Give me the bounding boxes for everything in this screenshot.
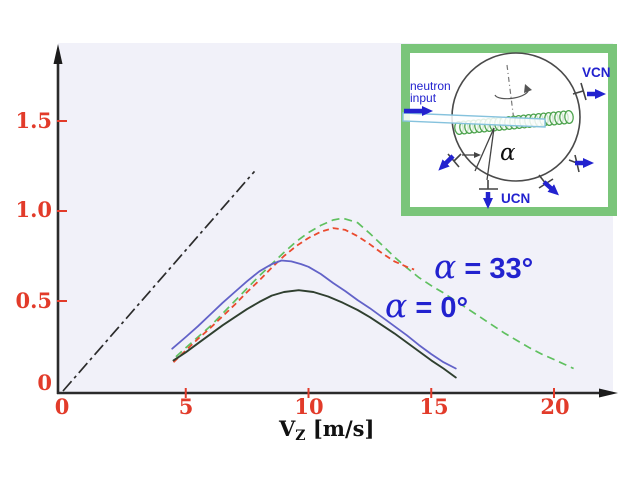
apparatus-inset-diagram xyxy=(401,44,617,216)
alpha-symbol: α xyxy=(385,286,408,325)
alpha-33-value: = 33° xyxy=(456,253,534,285)
x-axis-title-symbol: V xyxy=(279,416,296,441)
rotation-arc-arrowhead-icon xyxy=(524,84,532,93)
annotation-alpha-0: α = 0° xyxy=(385,286,468,325)
bottom-right-out-arrow-icon xyxy=(542,180,559,196)
x-axis-arrowhead-icon xyxy=(599,388,618,398)
axes xyxy=(53,44,618,398)
series-alpha-33-red-dashed xyxy=(172,227,415,363)
tick-marks-layer xyxy=(57,120,555,398)
y-tick-label-1p0: 1.0 xyxy=(15,197,52,222)
alpha-0-value: = 0° xyxy=(407,292,469,324)
ucn-label: UCN xyxy=(501,191,531,206)
rotation-axis-line xyxy=(506,64,515,122)
neutron-input-label: neutron input xyxy=(410,80,451,104)
x-tick-label-5: 5 xyxy=(178,394,194,419)
coil-turn xyxy=(564,109,574,125)
x-tick-label-0: 0 xyxy=(54,394,70,419)
neutron-input-line2: input xyxy=(410,91,437,105)
tilt-angle-marker xyxy=(462,127,495,181)
x-axis-title: VZ [m/s] xyxy=(279,416,374,444)
curve-series-layer xyxy=(62,170,574,392)
inset-alpha-label: α xyxy=(500,140,516,166)
series-alpha-0-dark-solid xyxy=(172,289,457,379)
neutron-guide-tube xyxy=(402,112,546,128)
annotation-alpha-33: α = 33° xyxy=(434,247,533,286)
x-tick-label-15: 15 xyxy=(419,394,449,419)
y-tick-label-0: 0 xyxy=(37,370,52,395)
neutron-input-line1: neutron xyxy=(410,79,451,93)
y-tick-label-1p5: 1.5 xyxy=(15,108,52,133)
x-tick-label-20: 20 xyxy=(540,394,570,419)
alpha-symbol: α xyxy=(434,247,457,286)
left-out-arrow-icon xyxy=(438,154,455,171)
vcn-label: VCN xyxy=(582,65,611,80)
y-tick-label-0p5: 0.5 xyxy=(15,288,52,313)
series-reference-dash-dot-line xyxy=(62,170,256,392)
beam-arrows xyxy=(404,89,606,209)
x-axis-title-subscript: Z xyxy=(295,428,306,444)
series-alpha-0-blue-solid xyxy=(171,259,457,370)
x-tick-label-10: 10 xyxy=(294,394,324,419)
y-axis-arrowhead-icon xyxy=(53,44,63,64)
x-axis-title-unit: [m/s] xyxy=(305,416,375,441)
